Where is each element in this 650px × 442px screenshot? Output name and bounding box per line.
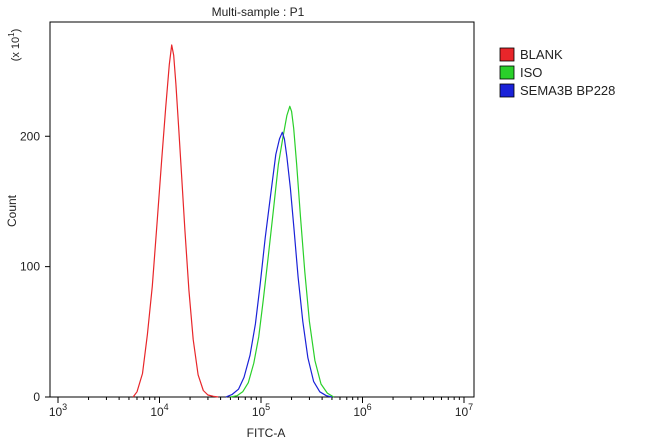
legend-label-iso: ISO [520,65,542,80]
x-axis-label: FITC-A [247,426,286,440]
legend-label-blank: BLANK [520,47,563,62]
series-line-blank [132,44,219,398]
legend-swatch-sema3b-bp228 [499,83,515,98]
y-tick-label: 200 [20,129,40,143]
series-line-iso [230,105,335,398]
chart-title: Multi-sample : P1 [212,5,305,19]
x-tick-label: 104 [150,402,168,419]
x-tick-label: 106 [353,402,371,419]
y-multiplier-suffix: ) [10,29,22,33]
legend-swatch-blank [499,47,515,62]
x-tick-label: 103 [49,402,67,419]
legend-label-sema3b-bp228: SEMA3B BP228 [520,83,615,98]
y-axis-label: Count [5,194,19,227]
legend: BLANK ISO SEMA3B BP228 [499,47,615,98]
x-axis-ticks: 103 104 105 106 107 [49,397,473,419]
plot-frame [49,21,475,398]
x-tick-label: 105 [252,402,270,419]
series-line-sema3b-bp228 [225,131,333,398]
y-tick-label: 100 [20,260,40,274]
x-tick-label: 107 [455,402,473,419]
y-tick-label: 0 [33,390,40,404]
series-layer [132,44,335,398]
y-multiplier-prefix: (x 10 [10,37,22,61]
y-multiplier-label: (x 101) [7,29,22,62]
legend-swatch-iso [499,65,515,80]
y-axis-ticks: 0 100 200 [20,129,50,404]
y-multiplier-exponent: 1 [7,32,16,37]
